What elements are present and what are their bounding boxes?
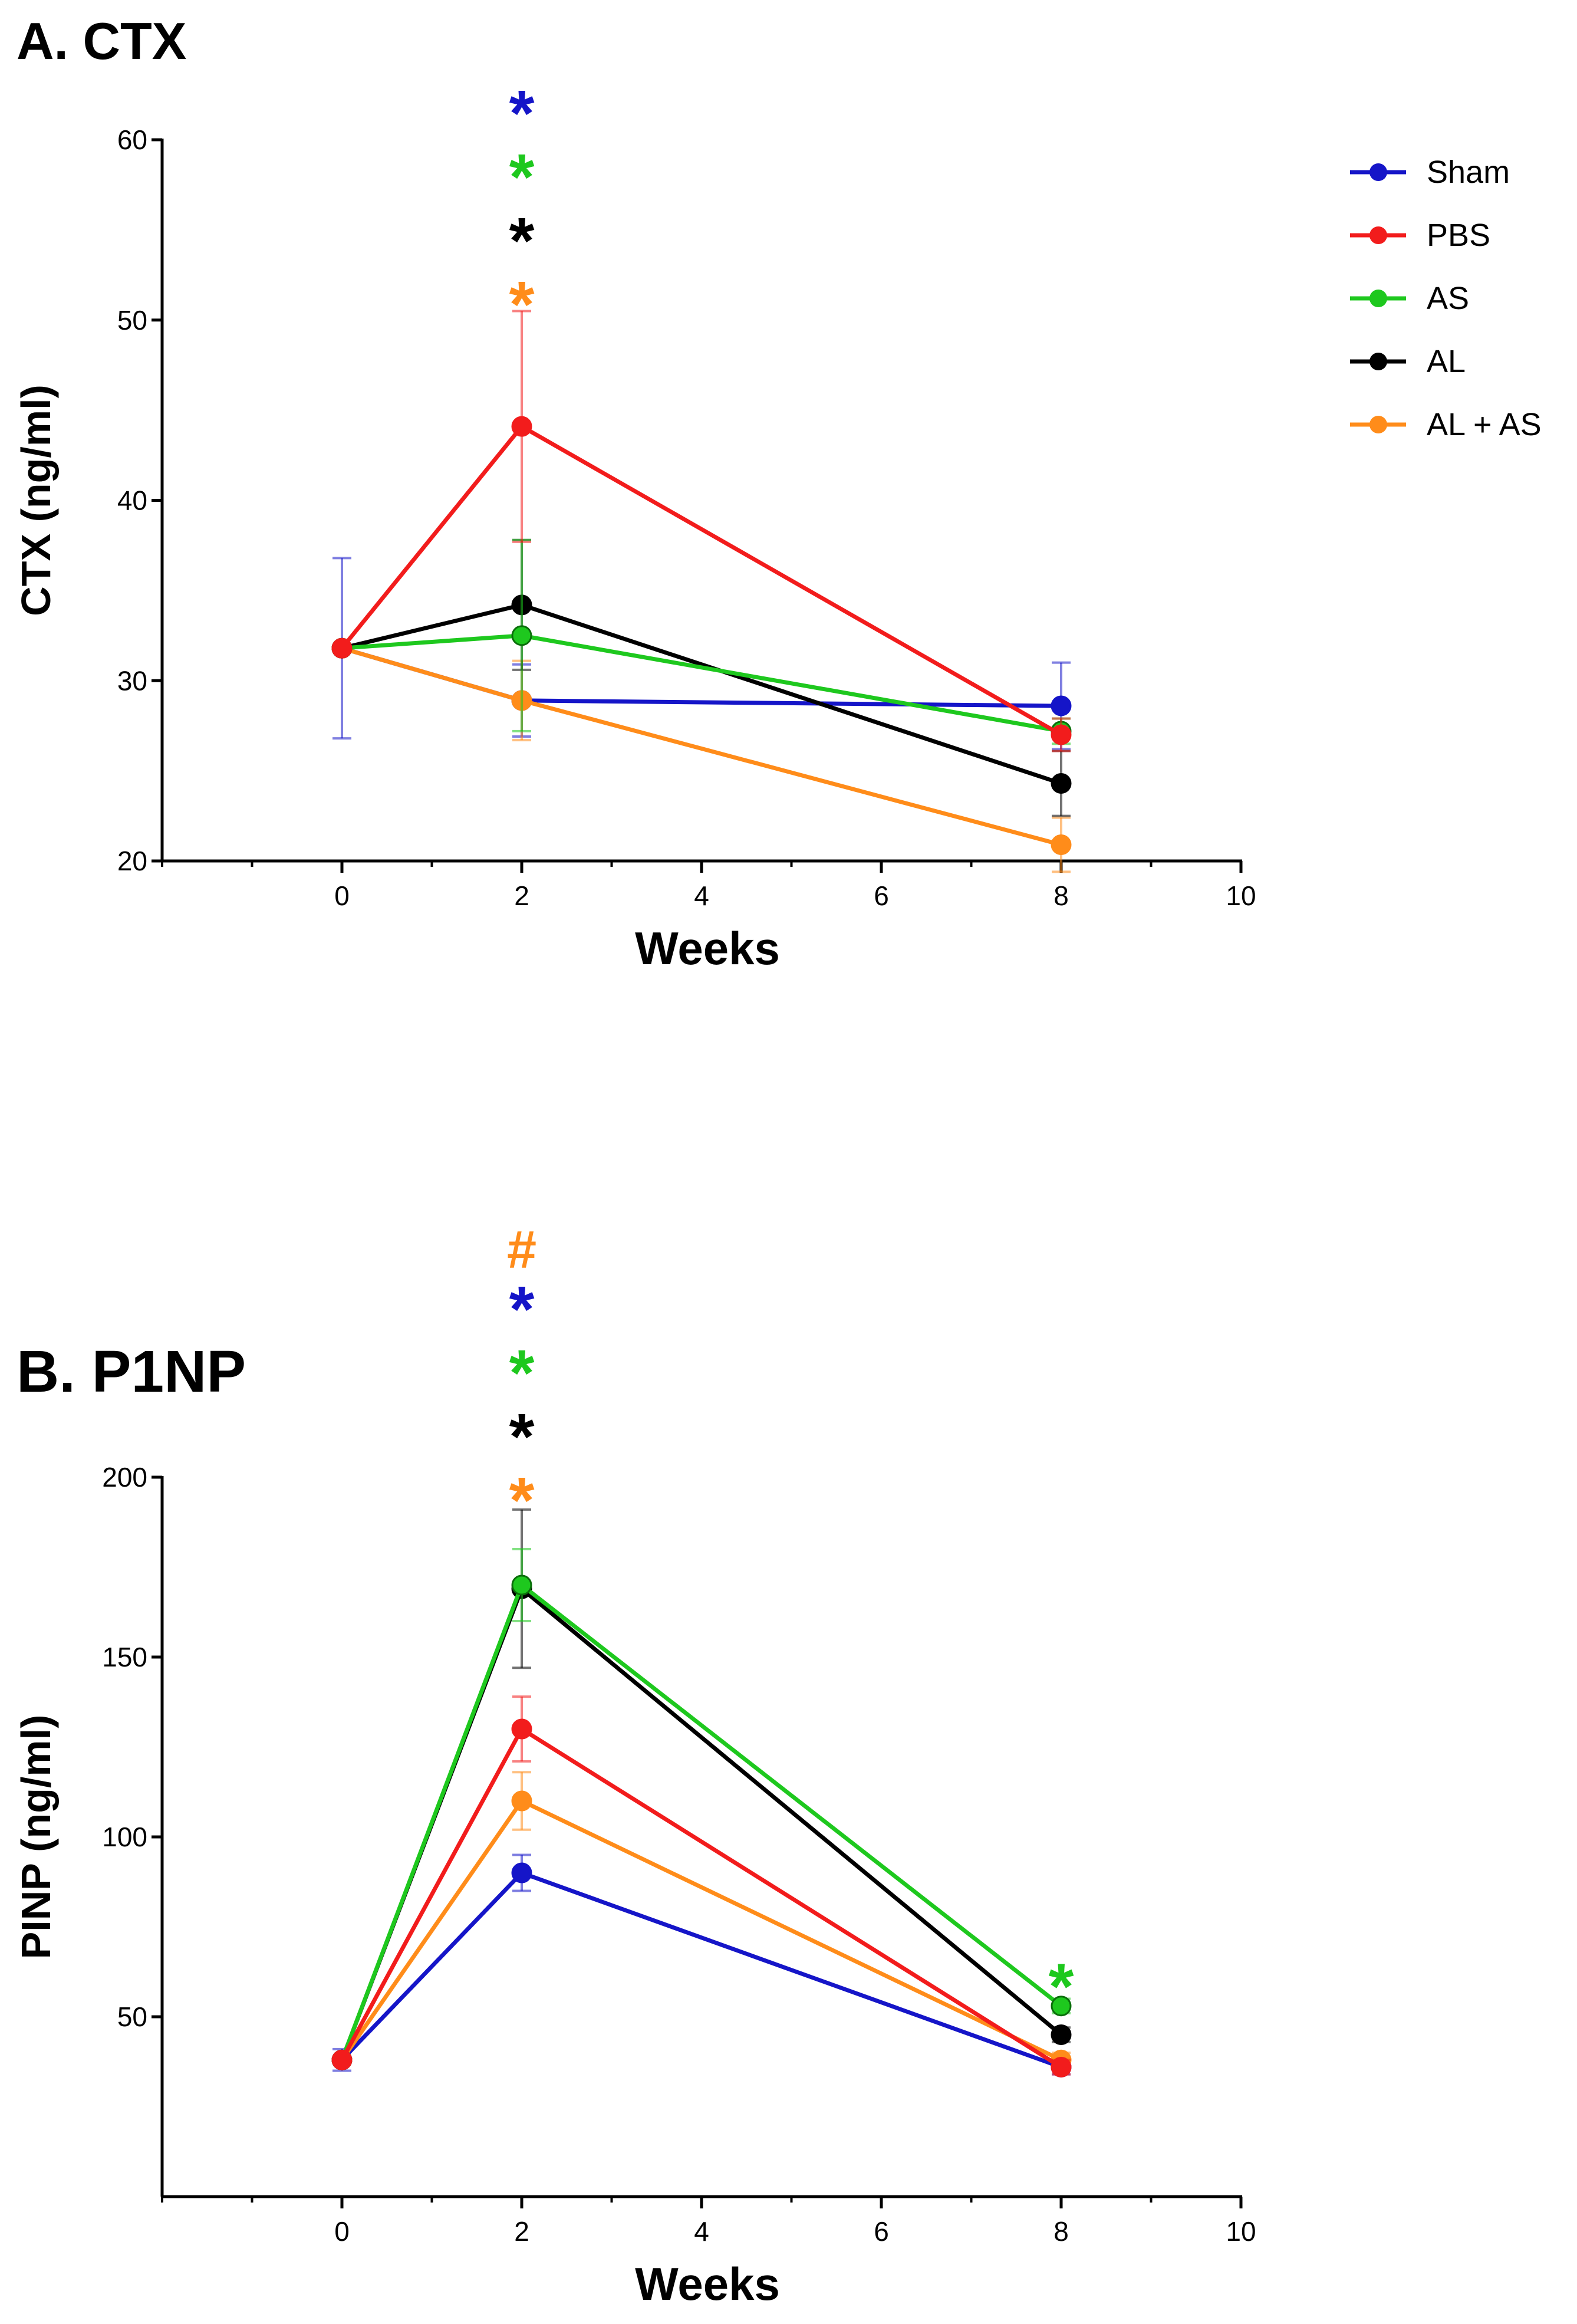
series-al-as <box>331 637 1072 873</box>
legend-swatch-marker <box>1369 226 1387 244</box>
legend-item-sham: Sham <box>1350 155 1510 190</box>
data-point <box>511 416 532 437</box>
significance-mark: * <box>509 77 535 150</box>
legend-label: AL + AS <box>1427 407 1542 442</box>
significance-mark: * <box>509 141 535 213</box>
x-tick-label: 6 <box>874 880 889 911</box>
y-tick-label: 100 <box>102 1822 147 1852</box>
y-tick-label: 30 <box>117 665 147 696</box>
series-line <box>341 633 1062 734</box>
series-as <box>331 538 1072 745</box>
significance-mark: * <box>509 1273 535 1346</box>
data-point <box>511 1574 532 1596</box>
y-tick-label: 40 <box>117 485 147 516</box>
series-pbs <box>331 1695 1072 2078</box>
significance-mark: * <box>1049 1951 1074 2023</box>
y-tick-label: 60 <box>117 124 147 155</box>
legend-swatch-marker <box>1369 290 1387 307</box>
series-line <box>340 1585 1063 2061</box>
x-tick-label: 8 <box>1053 880 1069 911</box>
data-point <box>1051 834 1072 855</box>
data-point <box>331 2049 353 2070</box>
significance-mark: # <box>507 1221 536 1280</box>
legend-swatch-marker <box>1369 163 1387 181</box>
data-point <box>511 625 532 646</box>
x-tick-label: 2 <box>514 880 529 911</box>
y-tick-label: 50 <box>117 305 147 336</box>
significance-mark: * <box>509 1337 535 1409</box>
legend-item-as: AS <box>1350 281 1469 316</box>
legend-item-al: AL <box>1350 344 1466 379</box>
y-axis-title: PINP (ng/ml) <box>13 1715 59 1960</box>
y-axis-title: CTX (ng/ml) <box>13 384 59 616</box>
series-pbs <box>331 310 1072 752</box>
data-point <box>1051 1996 1072 2017</box>
significance-mark: * <box>509 1401 535 1473</box>
series-line <box>340 423 1062 737</box>
series-line <box>341 603 1062 785</box>
legend-label: Sham <box>1427 155 1510 190</box>
panel-p1np: B. P1NP 50 100 150 200 0 2 4 6 8 10 Weeks PINP (ng/m… <box>13 1221 1256 2310</box>
x-tick-label: 10 <box>1226 880 1256 911</box>
y-tick-label: 150 <box>102 1642 147 1672</box>
series-line <box>340 1582 1063 2061</box>
series-al-as <box>331 1771 1072 2070</box>
data-point <box>1051 724 1072 745</box>
significance-mark: * <box>509 268 535 341</box>
data-point <box>511 1862 532 1883</box>
data-point <box>1051 2056 1072 2078</box>
data-point <box>1051 695 1072 716</box>
x-axis-title: Weeks <box>635 2258 780 2310</box>
legend-label: PBS <box>1427 218 1490 253</box>
x-tick-label: 0 <box>334 880 350 911</box>
x-axis-title: Weeks <box>635 922 780 974</box>
legend-item-pbs: PBS <box>1350 218 1490 253</box>
data-point <box>331 637 353 659</box>
x-tick-label: 6 <box>874 2216 889 2247</box>
y-tick-label: 200 <box>102 1462 147 1493</box>
x-tick-label: 2 <box>514 2216 529 2247</box>
legend-swatch-marker <box>1369 416 1387 433</box>
x-tick-label: 4 <box>694 2216 709 2247</box>
panel-title: A. CTX <box>17 12 186 70</box>
series-as <box>331 1548 1072 2070</box>
data-point <box>1051 773 1072 794</box>
legend-label: AS <box>1427 281 1469 316</box>
data-point <box>511 1718 532 1740</box>
series-line <box>341 646 1062 708</box>
y-tick-label: 20 <box>117 846 147 876</box>
series-sham <box>331 557 1072 751</box>
legend-item-al-as: AL + AS <box>1350 407 1542 442</box>
significance-mark: * <box>509 205 535 277</box>
significance-mark: * <box>509 1464 535 1537</box>
legend-swatch-marker <box>1369 353 1387 370</box>
x-tick-label: 4 <box>694 880 709 911</box>
legend-label: AL <box>1427 344 1466 379</box>
data-point <box>511 1790 532 1812</box>
legend: Sham PBS AS AL AL + AS <box>1350 155 1542 442</box>
panel-title: B. P1NP <box>17 1339 246 1405</box>
x-tick-label: 8 <box>1053 2216 1069 2247</box>
x-tick-label: 10 <box>1226 2216 1256 2247</box>
data-point <box>1051 2024 1072 2045</box>
panel-ctx: A. CTX 20 30 40 50 60 0 2 4 6 8 10 Weeks CTX (ng/ml) *… <box>13 12 1256 974</box>
x-tick-label: 0 <box>334 2216 350 2247</box>
y-tick-label: 50 <box>117 2001 147 2032</box>
